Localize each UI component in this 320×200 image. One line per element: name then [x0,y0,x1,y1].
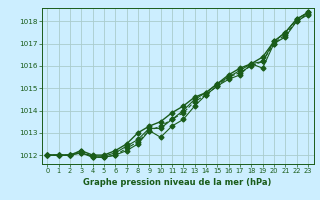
X-axis label: Graphe pression niveau de la mer (hPa): Graphe pression niveau de la mer (hPa) [84,178,272,187]
